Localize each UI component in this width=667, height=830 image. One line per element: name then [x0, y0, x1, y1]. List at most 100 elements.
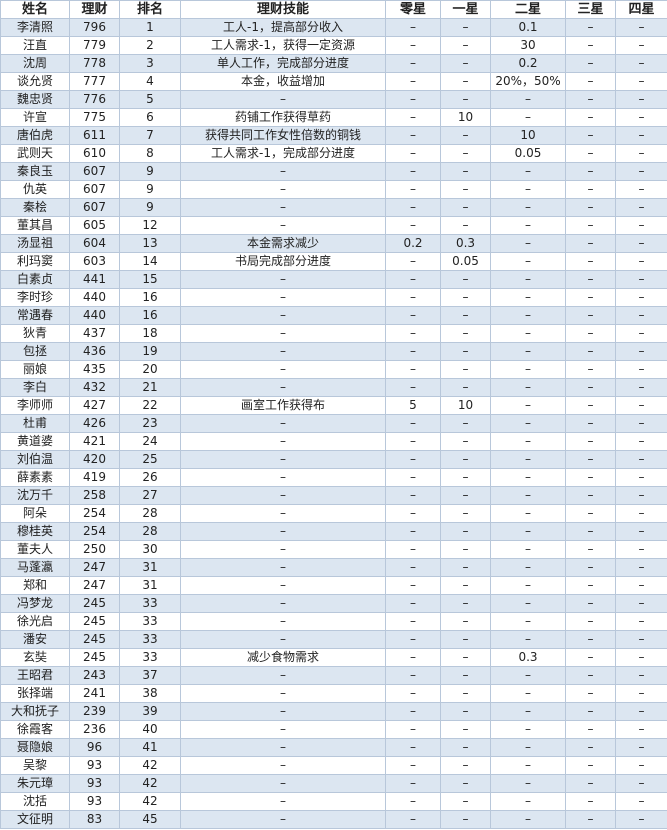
table-cell: 5 — [119, 90, 181, 109]
table-row: 许宣 775 6 药铺工作获得草药 –10– – – — [0, 108, 667, 127]
table-cell: – — [440, 36, 491, 55]
table-cell: 8 — [119, 144, 181, 163]
table-cell: 谈允贤 — [0, 72, 70, 91]
table-cell: 33 — [119, 630, 181, 649]
table-cell: 93 — [69, 756, 120, 775]
table-cell: – — [385, 72, 441, 91]
table-cell: – — [440, 486, 491, 505]
table-cell: – — [615, 594, 667, 613]
table-cell: – — [180, 162, 386, 181]
table-cell: 工人需求-1，获得一定资源 — [180, 36, 386, 55]
table-cell: 狄青 — [0, 324, 70, 343]
table-cell: – — [180, 702, 386, 721]
table-cell: – — [615, 810, 667, 829]
table-cell: 31 — [119, 558, 181, 577]
table-cell: – — [440, 306, 491, 325]
table-cell: – — [440, 792, 491, 811]
table-cell: – — [385, 432, 441, 451]
table-row: 利玛窦 603 14 书局完成部分进度 –0.05– – – — [0, 252, 667, 271]
table-cell: 611 — [69, 126, 120, 145]
table-cell: 25 — [119, 450, 181, 469]
table-cell: 426 — [69, 414, 120, 433]
table-cell: – — [180, 414, 386, 433]
table-cell: 朱元璋 — [0, 774, 70, 793]
table-cell: – — [615, 36, 667, 55]
table-cell: – — [385, 486, 441, 505]
table-cell: – — [385, 162, 441, 181]
table-row: 沈括 93 42– – – – – – — [0, 792, 667, 811]
table-cell: – — [565, 180, 616, 199]
table-row: 秦桧 607 9– – – – – – — [0, 198, 667, 217]
table-cell: 247 — [69, 558, 120, 577]
table-cell: 440 — [69, 288, 120, 307]
table-row: 潘安 245 33– – – – – – — [0, 630, 667, 649]
table-cell: – — [565, 36, 616, 55]
table-cell: – — [385, 342, 441, 361]
table-cell: – — [565, 18, 616, 37]
table-cell: – — [385, 540, 441, 559]
table-cell: – — [615, 612, 667, 631]
table-cell: – — [180, 342, 386, 361]
table-cell: 本金需求减少 — [180, 234, 386, 253]
table-cell: – — [615, 252, 667, 271]
table-cell: – — [440, 432, 491, 451]
table-cell: 3 — [119, 54, 181, 73]
table-cell: – — [490, 108, 566, 127]
table-cell: – — [615, 792, 667, 811]
table-cell: 穆桂英 — [0, 522, 70, 541]
table-cell: – — [615, 108, 667, 127]
table-cell: – — [385, 18, 441, 37]
table-cell: – — [180, 450, 386, 469]
table-cell: – — [615, 414, 667, 433]
table-cell: 12 — [119, 216, 181, 235]
table-cell: – — [615, 666, 667, 685]
table-row: 杜甫 426 23– – – – – – — [0, 414, 667, 433]
table-cell: – — [440, 612, 491, 631]
table-cell: 30 — [119, 540, 181, 559]
table-cell: 24 — [119, 432, 181, 451]
table-cell: – — [565, 396, 616, 415]
table-cell: 0.3 — [490, 648, 566, 667]
table-cell: 16 — [119, 288, 181, 307]
table-cell: – — [490, 324, 566, 343]
table-cell: – — [615, 342, 667, 361]
table-cell: – — [385, 306, 441, 325]
table-cell: 许宣 — [0, 108, 70, 127]
table-cell: – — [490, 162, 566, 181]
table-cell: – — [615, 306, 667, 325]
table-cell: – — [440, 594, 491, 613]
table-cell: – — [385, 702, 441, 721]
table-cell: – — [565, 522, 616, 541]
table-cell: 33 — [119, 612, 181, 631]
table-row: 仇英 607 9– – – – – – — [0, 180, 667, 199]
table-cell: 30 — [490, 36, 566, 55]
table-cell: 徐光启 — [0, 612, 70, 631]
table-cell: 王昭君 — [0, 666, 70, 685]
table-cell: – — [440, 756, 491, 775]
table-cell: – — [490, 396, 566, 415]
table-cell: 13 — [119, 234, 181, 253]
table-cell: 文征明 — [0, 810, 70, 829]
table-cell: – — [565, 720, 616, 739]
table-cell: 9 — [119, 162, 181, 181]
table-cell: – — [440, 126, 491, 145]
header-cell: 排名 — [119, 0, 181, 19]
table-cell: – — [440, 324, 491, 343]
table-cell: – — [615, 126, 667, 145]
table-cell: 5 — [385, 396, 441, 415]
table-row: 沈万千 258 27– – – – – – — [0, 486, 667, 505]
table-cell: 607 — [69, 198, 120, 217]
table-cell: – — [615, 180, 667, 199]
table-row: 白素贞 441 15– – – – – – — [0, 270, 667, 289]
table-cell: – — [385, 324, 441, 343]
table-cell: 秦良玉 — [0, 162, 70, 181]
table-cell: – — [565, 594, 616, 613]
table-cell: 10 — [440, 396, 491, 415]
table-cell: – — [615, 18, 667, 37]
table-cell: 0.2 — [385, 234, 441, 253]
table-cell: – — [180, 306, 386, 325]
table-cell: 254 — [69, 504, 120, 523]
table-cell: 27 — [119, 486, 181, 505]
table-row: 马蓬瀛 247 31– – – – – – — [0, 558, 667, 577]
table-cell: 93 — [69, 792, 120, 811]
